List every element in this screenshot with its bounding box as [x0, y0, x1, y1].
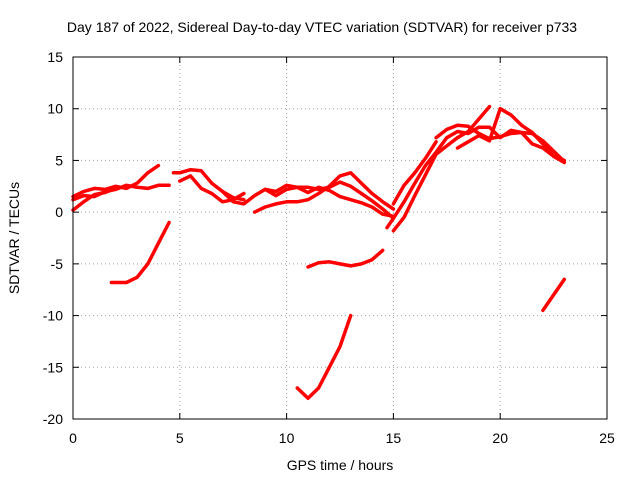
- y-tick-label: -20: [43, 411, 63, 427]
- series-track-6: [220, 185, 396, 219]
- x-tick-label: 5: [176, 430, 184, 446]
- series-track-10: [391, 104, 492, 233]
- x-axis-label: GPS time / hours: [287, 457, 394, 473]
- series-track-4: [171, 167, 246, 202]
- x-tick-label: 10: [279, 430, 295, 446]
- chart-title: Day 187 of 2022, Sidereal Day-to-day VTE…: [67, 19, 577, 35]
- y-tick-label: 15: [47, 49, 63, 65]
- x-tick-label: 15: [386, 430, 402, 446]
- series-track-12: [434, 123, 567, 164]
- series-track-14: [109, 220, 171, 285]
- series-track-5: [178, 174, 246, 204]
- series-track-13: [455, 106, 567, 165]
- series-track-16: [295, 313, 353, 401]
- series-track-3: [71, 186, 118, 212]
- y-tick-label: 5: [55, 152, 63, 168]
- tick-layer: 0 5 10 15 20 25 -20 -15 -10 -5 0 5 10 15: [43, 49, 615, 446]
- y-tick-label: 0: [55, 204, 63, 220]
- grid-layer: [73, 57, 607, 419]
- series-track-11: [391, 140, 438, 206]
- series-track-8: [263, 180, 396, 221]
- y-axis-label: SDTVAR / TECUs: [6, 182, 22, 294]
- x-tick-label: 20: [492, 430, 508, 446]
- series-track-1: [71, 163, 161, 199]
- x-tick-label: 25: [599, 430, 615, 446]
- plot-frame: [72, 56, 608, 420]
- series-layer: [71, 104, 567, 401]
- series-track-15: [306, 248, 385, 269]
- y-tick-label: -10: [43, 308, 63, 324]
- y-tick-label: -5: [51, 256, 64, 272]
- series-track-17: [541, 277, 567, 313]
- x-tick-label: 0: [69, 430, 77, 446]
- y-tick-label: -15: [43, 359, 63, 375]
- y-tick-label: 10: [47, 101, 63, 117]
